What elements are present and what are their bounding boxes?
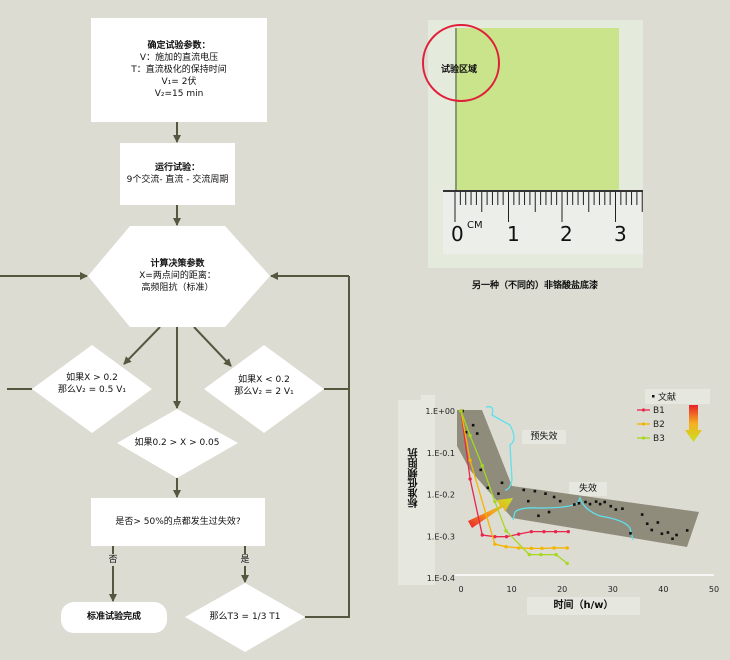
green-primer-panel	[455, 28, 619, 190]
define-params-line: T：直流极化的保持时间	[131, 65, 227, 75]
define-params-line: V：施加的直流电压	[139, 53, 219, 63]
arrow-calc-to-right	[193, 326, 232, 367]
y-axis-label-box: 标准低频阻抗	[398, 400, 428, 585]
ruler-number: 2	[560, 222, 573, 246]
no-label: 否	[103, 554, 123, 566]
define-params-text: 确定试验参数： V：施加的直流电压 T：直流极化的保持时间 V₁= 2伏 V₂=…	[91, 40, 267, 100]
right-decision-line: 那么V₂ = 2 V₁	[234, 387, 294, 397]
annotation-failure: 失效	[569, 482, 607, 496]
complete-terminal	[61, 602, 167, 633]
calc-hexagon	[88, 226, 270, 327]
t3-decision-diamond	[185, 583, 305, 652]
ruler-number: 1	[507, 222, 520, 246]
complete-text: 标准试验完成	[86, 612, 141, 622]
left-decision-line: 如果X > 0.2	[66, 373, 118, 383]
left-decision-diamond	[32, 345, 152, 433]
run-test-title: 运行试验：	[154, 163, 200, 173]
failure-check-text: 是否> 50%的点都发生过失效?	[115, 517, 241, 527]
ruler-number: 0	[451, 222, 464, 246]
failure-check-box	[91, 498, 265, 546]
arrow-calc-to-left	[123, 326, 161, 365]
right-decision-line: 如果X < 0.2	[238, 375, 290, 385]
ruler: 0 CM 1 2 3	[443, 190, 643, 254]
left-decision-line: 那么V₂ = 0.5 V₁	[58, 385, 126, 395]
test-area-label: 试验区域	[441, 65, 478, 75]
x-axis-label: 时间（h/w）	[527, 597, 640, 615]
calc-text: 计算决策参数 X=两点间的距离： 高频阻抗（标准）	[110, 258, 245, 294]
run-test-line: 9个交流- 直流 - 交流周期	[126, 175, 229, 185]
right-decision-text: 如果X < 0.2 那么V₂ = 2 V₁	[214, 374, 314, 398]
middle-decision-text: 如果0.2 > X > 0.05	[134, 438, 220, 448]
ruler-number: 3	[614, 222, 627, 246]
test-area-circle	[422, 24, 500, 102]
run-test-text: 运行试验： 9个交流- 直流 - 交流周期	[116, 162, 239, 186]
annotation-pre-failure: 预失效	[522, 430, 566, 444]
ruler-unit: CM	[467, 220, 483, 231]
calc-line: X=两点间的距离：	[139, 271, 216, 281]
define-params-line: V₂=15 min	[154, 89, 204, 99]
right-decision-diamond	[204, 345, 324, 433]
calc-line: 高频阻抗（标准）	[141, 283, 214, 293]
left-decision-text: 如果X > 0.2 那么V₂ = 0.5 V₁	[42, 372, 142, 396]
y-axis-label: 标准低频阻抗	[409, 448, 420, 508]
ruler-ticks	[454, 192, 643, 222]
t3-decision-text: 那么T3 = 1/3 T1	[209, 612, 281, 622]
define-params-box	[91, 18, 267, 122]
define-params-line: V₁= 2伏	[161, 77, 197, 87]
define-params-title: 确定试验参数：	[147, 41, 211, 51]
photo-caption: 另一种（不同的）非铬酸盐底漆	[471, 281, 598, 291]
calc-title: 计算决策参数	[150, 259, 205, 269]
yes-label: 是	[235, 554, 255, 566]
run-test-box	[120, 143, 235, 205]
loop-back-line	[305, 276, 350, 618]
middle-decision-diamond	[117, 409, 238, 478]
